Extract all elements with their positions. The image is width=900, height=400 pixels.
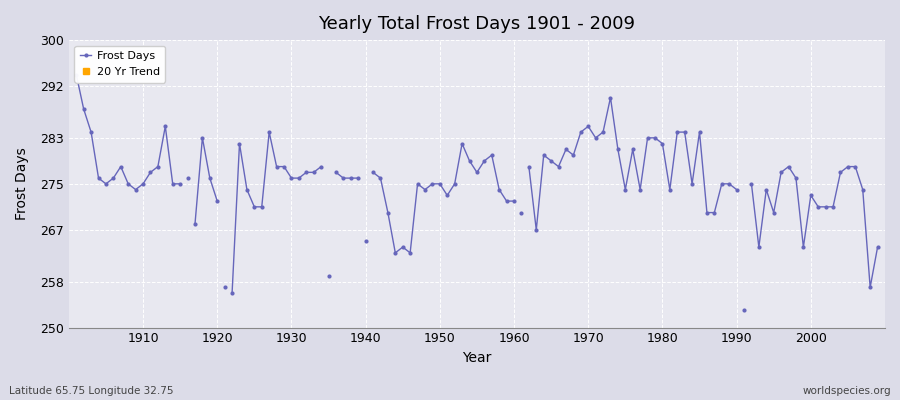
Frost Days xyxy=(115,164,126,169)
X-axis label: Year: Year xyxy=(463,351,491,365)
Frost Days xyxy=(516,210,526,215)
Title: Yearly Total Frost Days 1901 - 2009: Yearly Total Frost Days 1901 - 2009 xyxy=(319,15,635,33)
Text: Latitude 65.75 Longitude 32.75: Latitude 65.75 Longitude 32.75 xyxy=(9,386,174,396)
Frost Days xyxy=(739,308,750,313)
Frost Days xyxy=(813,204,824,209)
Frost Days xyxy=(71,72,82,77)
Frost Days xyxy=(561,147,572,152)
Frost Days xyxy=(872,245,883,250)
Text: worldspecies.org: worldspecies.org xyxy=(803,386,891,396)
Legend: Frost Days, 20 Yr Trend: Frost Days, 20 Yr Trend xyxy=(75,46,166,82)
Y-axis label: Frost Days: Frost Days xyxy=(15,148,29,220)
Frost Days xyxy=(524,164,535,169)
Line: Frost Days: Frost Days xyxy=(74,72,879,312)
